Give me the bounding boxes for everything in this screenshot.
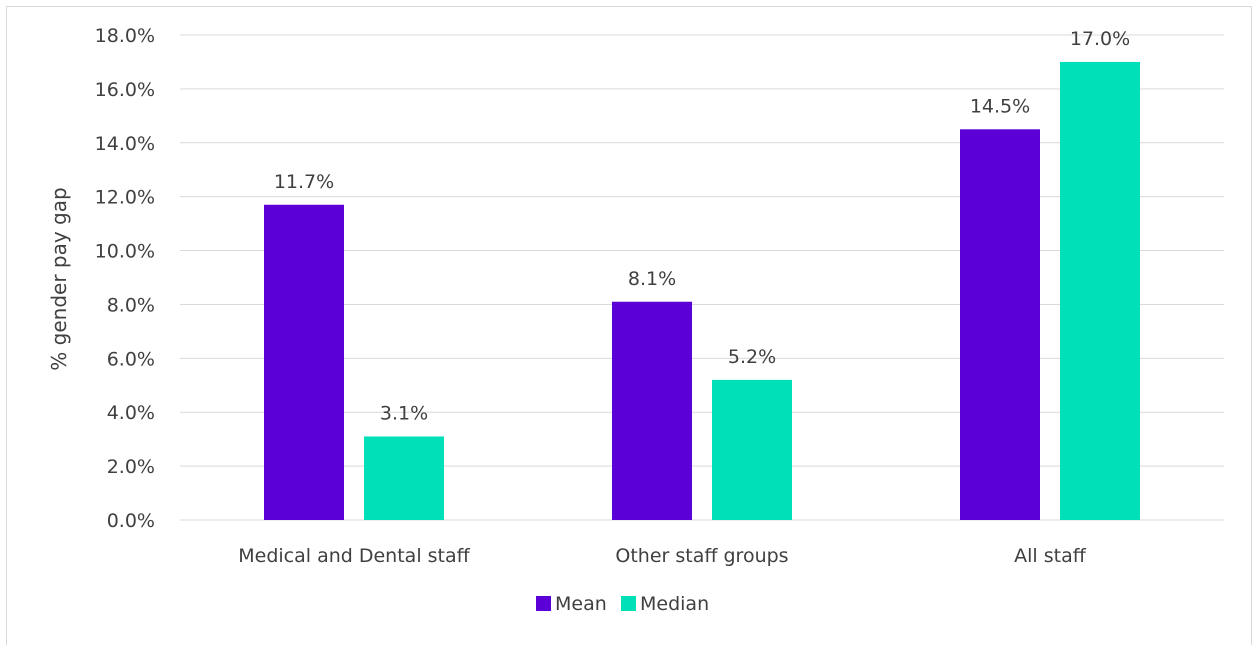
x-axis-categories: Medical and Dental staff Other staff grou… (238, 545, 1086, 567)
legend-swatch-median (621, 596, 636, 611)
data-label: 11.7% (274, 171, 334, 193)
gridlines (180, 34, 1224, 521)
legend-swatch-mean (536, 596, 551, 611)
x-category-label: Medical and Dental staff (238, 545, 470, 567)
y-tick-label: 0.0% (107, 510, 155, 532)
x-category-label: All staff (1014, 545, 1087, 567)
bars (264, 61, 1140, 521)
y-tick-label: 12.0% (95, 187, 155, 209)
y-tick-label: 10.0% (95, 241, 155, 263)
y-tick-label: 16.0% (95, 79, 155, 101)
y-tick-label: 18.0% (95, 25, 155, 47)
y-tick-label: 4.0% (107, 402, 155, 424)
y-tick-label: 14.0% (95, 133, 155, 155)
bar-median-1 (712, 379, 792, 520)
bar-mean-1 (612, 301, 692, 520)
bar-mean-2 (960, 129, 1040, 521)
data-labels: 11.7% 3.1% 8.1% 5.2% 14.5% 17.0% (274, 28, 1130, 425)
data-label: 5.2% (728, 346, 776, 368)
y-tick-label: 2.0% (107, 456, 155, 478)
legend-label-mean: Mean (555, 593, 607, 615)
x-category-label: Other staff groups (615, 545, 788, 567)
legend-label-median: Median (640, 593, 709, 615)
y-tick-label: 6.0% (107, 348, 155, 370)
data-label: 3.1% (380, 402, 428, 424)
data-label: 8.1% (628, 268, 676, 290)
bar-mean-0 (264, 204, 344, 520)
y-axis-title: % gender pay gap (47, 187, 71, 370)
y-tick-label: 8.0% (107, 294, 155, 316)
data-label: 14.5% (970, 95, 1030, 117)
bar-median-0 (364, 436, 444, 520)
data-label: 17.0% (1070, 28, 1130, 50)
legend: Mean Median (536, 593, 709, 615)
y-axis-ticks: 0.0% 2.0% 4.0% 6.0% 8.0% 10.0% 12.0% 14.0% 16.0%… (95, 25, 155, 532)
bar-median-2 (1060, 61, 1140, 520)
